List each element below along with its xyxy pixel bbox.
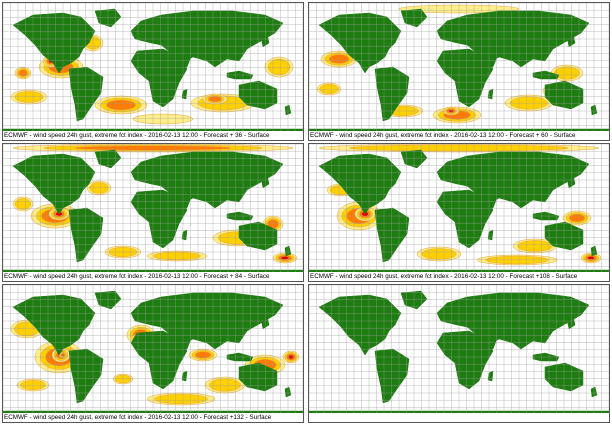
land-south-america — [68, 207, 104, 263]
efi-contour-level-2 — [267, 58, 291, 76]
land-south-america — [68, 348, 104, 404]
map-forecast-132 — [3, 285, 303, 422]
panel-forecast-108: ECMWF - wind speed 24h gust, extreme fct… — [308, 143, 610, 282]
lat-lon-grid — [309, 3, 609, 140]
efi-contour-level-2 — [89, 182, 109, 194]
lat-lon-grid — [3, 285, 303, 422]
map-forecast-60 — [309, 3, 609, 140]
efi-contour-level-2 — [421, 248, 457, 260]
land-japan — [566, 173, 576, 189]
land-south-america — [68, 66, 104, 122]
map-layers — [309, 3, 609, 140]
land-japan — [566, 314, 576, 330]
panel-forecast-132: ECMWF - wind speed 24h gust, extreme fct… — [2, 284, 304, 423]
panel-forecast-36: ECMWF - wind speed 24h gust, extreme fct… — [2, 2, 304, 141]
land-north-america — [318, 12, 402, 74]
efi-contour-level-4 — [587, 256, 595, 260]
efi-contour-level-2 — [209, 378, 241, 392]
efi-contour-level-2 — [554, 66, 580, 80]
map-caption: ECMWF - wind speed 24h gust, extreme fct… — [309, 272, 609, 281]
land-south-america — [374, 207, 410, 263]
land-south-america — [374, 66, 410, 122]
panel-forecast-84: ECMWF - wind speed 24h gust, extreme fct… — [2, 143, 304, 282]
map-layers — [3, 285, 303, 422]
land-north-america — [12, 153, 96, 215]
land-uk — [438, 28, 444, 37]
efi-contour-level-2 — [319, 84, 339, 94]
map-blank — [309, 285, 609, 422]
map-forecast-108 — [309, 144, 609, 281]
land-uk — [438, 169, 444, 178]
efi-contour-level-3 — [208, 95, 222, 103]
efi-contour-level-2 — [517, 240, 553, 252]
land-japan — [260, 173, 270, 189]
efi-contour-level-4 — [280, 256, 290, 260]
land-uk — [132, 28, 138, 37]
panel-empty-map — [308, 284, 610, 423]
map-caption: ECMWF - wind speed 24h gust, extreme fct… — [3, 272, 303, 281]
land-uk — [132, 169, 138, 178]
efi-contour-level-2 — [154, 394, 208, 404]
land-north-america — [318, 153, 402, 215]
land-north-america — [318, 294, 402, 356]
map-caption — [309, 413, 609, 422]
map-forecast-36 — [3, 3, 303, 140]
land-japan — [260, 314, 270, 330]
map-caption: ECMWF - wind speed 24h gust, extreme fct… — [3, 413, 303, 422]
lat-lon-grid — [3, 3, 303, 140]
land-north-america — [12, 12, 96, 74]
efi-contour-level-2 — [485, 255, 549, 265]
efi-contour-level-3 — [194, 351, 212, 359]
lat-lon-grid — [309, 144, 609, 281]
efi-contour-level-2 — [14, 198, 32, 210]
map-caption: ECMWF - wind speed 24h gust, extreme fct… — [3, 131, 303, 140]
land-north-america — [12, 294, 96, 356]
map-layers — [309, 144, 609, 281]
lat-lon-grid — [3, 144, 303, 281]
panel-forecast-60: ECMWF - wind speed 24h gust, extreme fct… — [308, 2, 610, 141]
land-south-america — [374, 348, 410, 404]
lat-lon-grid — [309, 285, 609, 422]
map-forecast-84 — [3, 144, 303, 281]
map-layers — [3, 3, 303, 140]
efi-contour-level-1 — [132, 113, 194, 125]
efi-contour-level-2 — [510, 96, 548, 110]
land-uk — [132, 310, 138, 319]
land-japan — [566, 32, 576, 48]
land-uk — [438, 310, 444, 319]
efi-contour-level-3 — [18, 69, 28, 77]
efi-contour-level-2 — [14, 91, 44, 103]
map-layers — [309, 285, 609, 422]
efi-contour-level-3 — [106, 99, 136, 111]
map-layers — [3, 144, 303, 281]
map-caption: ECMWF - wind speed 24h gust, extreme fct… — [309, 131, 609, 140]
land-japan — [260, 32, 270, 48]
